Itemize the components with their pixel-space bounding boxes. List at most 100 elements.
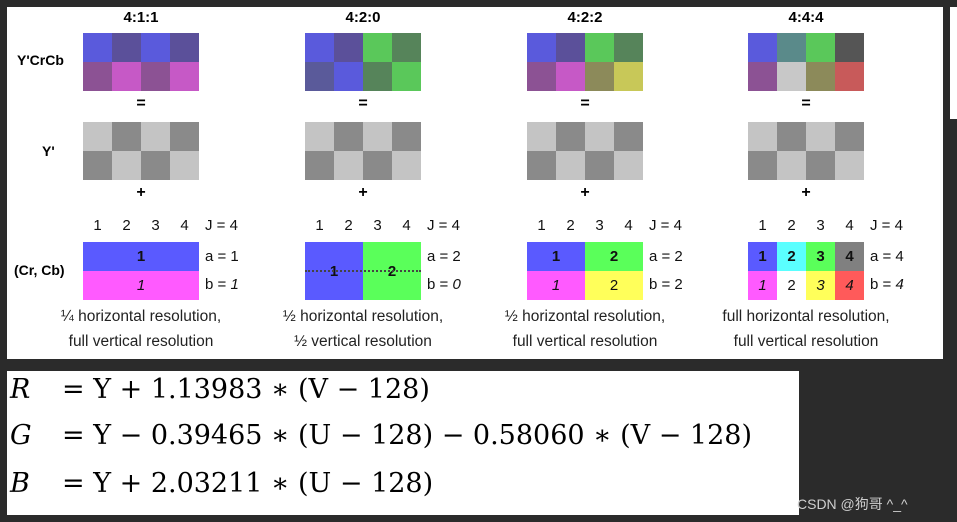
ycrcb-cell (556, 33, 585, 62)
luma-cell (83, 151, 112, 180)
b-value: b = 0 (427, 276, 461, 293)
column-number: 3 (151, 217, 160, 234)
luma-cell (777, 151, 806, 180)
b-value: b = 4 (870, 276, 904, 293)
b-value: b = 1 (205, 276, 239, 293)
luma-cell (363, 122, 392, 151)
watermark: CSDN @狗哥 ^_^ (797, 496, 908, 512)
column-number: 4 (845, 217, 854, 234)
formula-rhs: = Y − 0.39465 ∗ (U − 128) − 0.58060 ∗ (V… (62, 420, 752, 451)
ycrcb-grid (83, 33, 199, 91)
ycrcb-row-label: Y'CrCb (17, 52, 64, 68)
ycrcb-cell (748, 33, 777, 62)
ycrcb-cell (527, 62, 556, 91)
chroma-block: 2 (777, 271, 806, 300)
chroma-block: 2 (777, 242, 806, 271)
caption-line-1: full horizontal resolution, (722, 308, 890, 325)
chroma-block: 4 (835, 271, 864, 300)
ycrcb-cell (334, 33, 363, 62)
chroma-block: 1 (748, 271, 777, 300)
a-value: a = 2 (649, 248, 683, 265)
formula-lhs: B (10, 468, 30, 499)
plus-sign: + (136, 184, 146, 201)
j-value: J = 4 (427, 217, 460, 234)
caption-line-1: ½ horizontal resolution, (504, 308, 666, 325)
formula-row: R = Y + 1.13983 ∗ (V − 128) (10, 374, 430, 405)
ycrcb-cell (777, 62, 806, 91)
luma-cell (835, 151, 864, 180)
luma-cell (112, 151, 141, 180)
column-number: 4 (624, 217, 633, 234)
luma-cell (527, 151, 556, 180)
luma-cell (556, 151, 585, 180)
luma-cell (305, 122, 334, 151)
ycrcb-cell (83, 62, 112, 91)
column-number: 3 (595, 217, 604, 234)
ycrcb-grid (527, 33, 643, 91)
ycrcb-cell (112, 62, 141, 91)
luma-cell (748, 151, 777, 180)
chroma-block: 4 (835, 242, 864, 271)
luma-row-label: Y' (42, 143, 55, 159)
ycrcb-cell (585, 62, 614, 91)
scheme-title: 4:4:4 (788, 9, 824, 26)
chroma-block: 2 (585, 242, 643, 271)
column-number: 3 (816, 217, 825, 234)
ycrcb-grid (748, 33, 864, 91)
luma-cell (170, 122, 199, 151)
luma-grid (527, 122, 643, 180)
luma-cell (614, 122, 643, 151)
ycrcb-cell (748, 62, 777, 91)
ycrcb-cell (334, 62, 363, 91)
equals-sign: = (801, 95, 811, 112)
luma-cell (363, 151, 392, 180)
luma-cell (614, 151, 643, 180)
ycrcb-cell (363, 62, 392, 91)
formula-lhs: R (10, 374, 31, 405)
ycrcb-cell (392, 62, 421, 91)
luma-cell (556, 122, 585, 151)
column-number: 1 (758, 217, 767, 234)
side-panel-fragment (950, 7, 957, 119)
chroma-block: 3 (806, 271, 835, 300)
luma-cell (806, 151, 835, 180)
luma-cell (305, 151, 334, 180)
column-number: 4 (402, 217, 411, 234)
ycrcb-cell (141, 62, 170, 91)
a-value: a = 4 (870, 248, 904, 265)
ycrcb-cell (556, 62, 585, 91)
b-value: b = 2 (649, 276, 683, 293)
ycrcb-cell (363, 33, 392, 62)
column-number: 3 (373, 217, 382, 234)
luma-cell (392, 122, 421, 151)
ycrcb-cell (806, 62, 835, 91)
formula-row: B = Y + 2.03211 ∗ (U − 128) (10, 468, 433, 499)
j-value: J = 4 (205, 217, 238, 234)
chroma-block: 1 (83, 242, 199, 271)
ycrcb-cell (141, 33, 170, 62)
equals-sign: = (136, 95, 146, 112)
ycrcb-cell (305, 62, 334, 91)
a-value: a = 2 (427, 248, 461, 265)
column-number: 1 (315, 217, 324, 234)
luma-grid (83, 122, 199, 180)
column-number: 1 (93, 217, 102, 234)
plus-sign: + (358, 184, 368, 201)
luma-cell (585, 151, 614, 180)
luma-cell (392, 151, 421, 180)
chroma-block: 1 (748, 242, 777, 271)
formula-panel (7, 371, 799, 515)
caption-line-2: full vertical resolution (733, 333, 879, 350)
caption-line-2: ½ vertical resolution (294, 333, 432, 350)
ycrcb-cell (614, 62, 643, 91)
chroma-block: 3 (806, 242, 835, 271)
luma-grid (748, 122, 864, 180)
ycrcb-cell (83, 33, 112, 62)
ycrcb-cell (585, 33, 614, 62)
j-value: J = 4 (870, 217, 903, 234)
field-divider (305, 270, 421, 272)
luma-grid (305, 122, 421, 180)
formula-lhs: G (10, 420, 32, 451)
j-value: J = 4 (649, 217, 682, 234)
ycrcb-cell (614, 33, 643, 62)
